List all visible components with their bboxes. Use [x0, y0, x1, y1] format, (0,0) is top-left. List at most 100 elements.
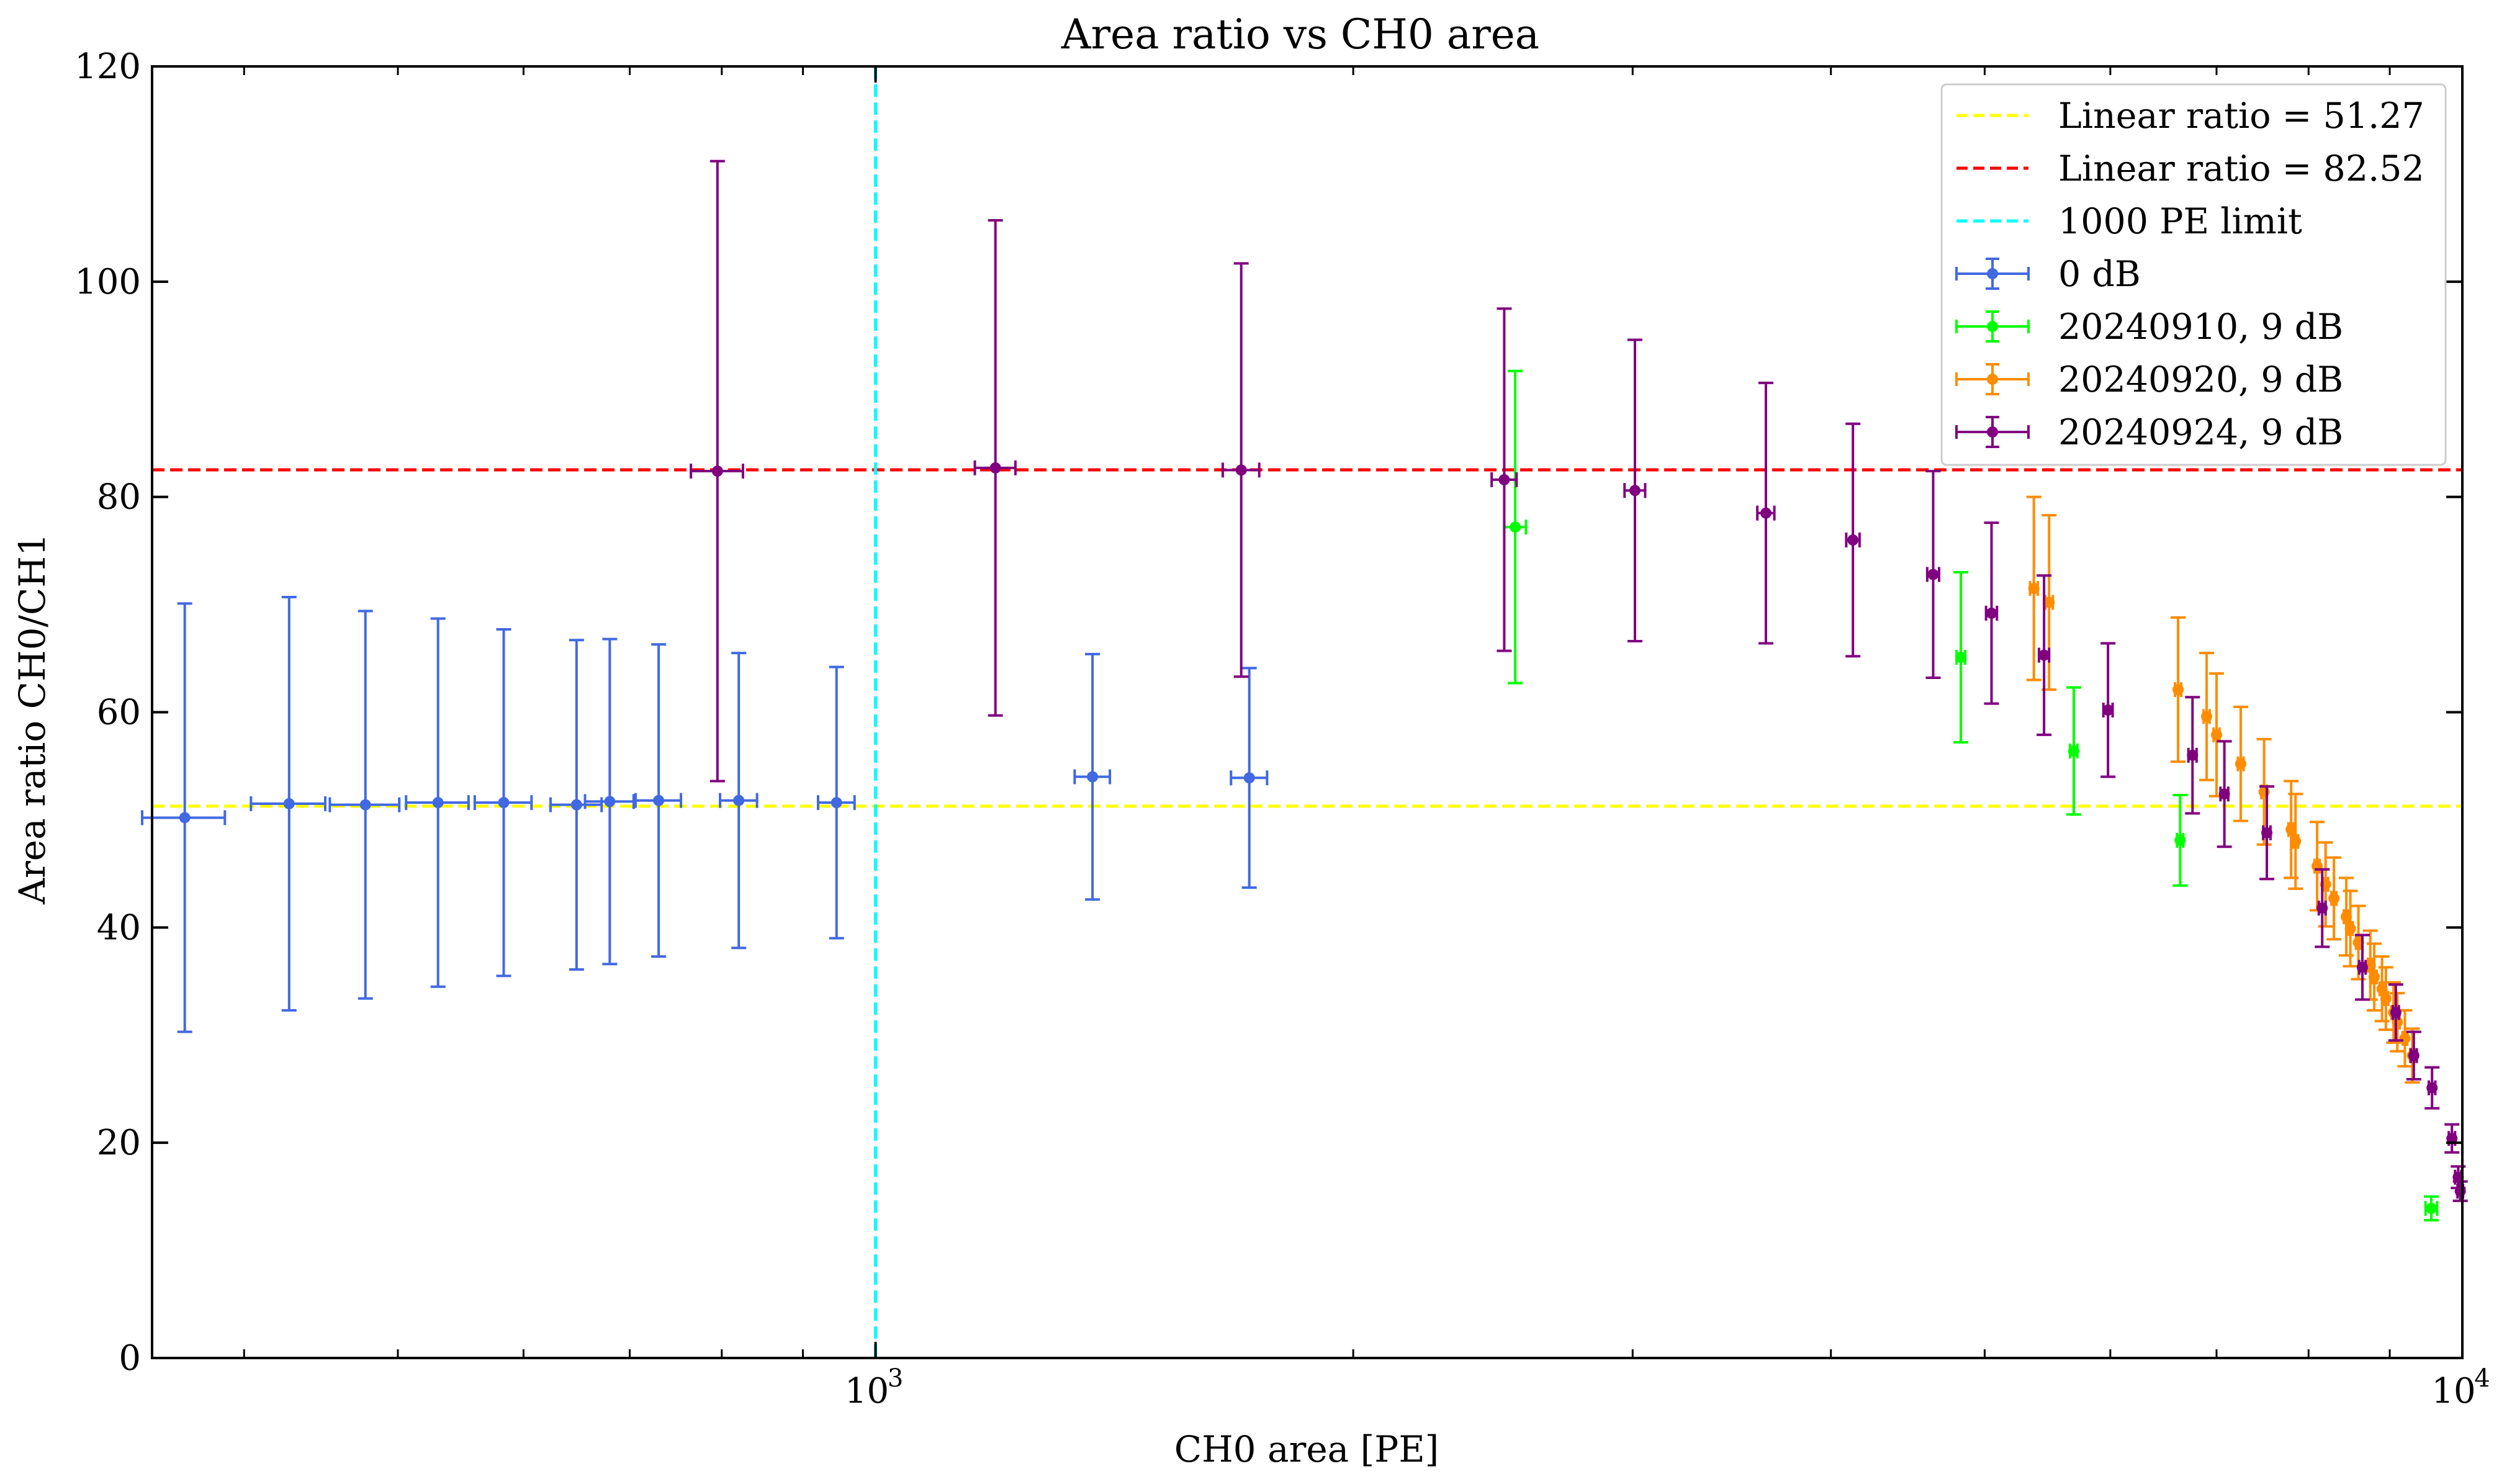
data-marker — [1955, 652, 1967, 663]
legend-label: 20240910, 9 dB — [2058, 307, 2343, 348]
x-tick-label: 10 — [845, 1371, 889, 1411]
data-marker — [2102, 704, 2114, 716]
y-tick-label: 20 — [97, 1123, 141, 1163]
chart-title: Area ratio vs CH0 area — [1061, 11, 1539, 58]
data-marker — [1235, 464, 1247, 476]
x-tick-label: 10 — [2431, 1371, 2475, 1411]
data-marker — [2369, 971, 2380, 983]
data-marker — [604, 796, 616, 807]
legend-label: 0 dB — [2058, 254, 2141, 295]
data-marker — [2390, 1007, 2402, 1019]
data-marker — [1629, 485, 1641, 497]
data-marker — [2187, 749, 2199, 761]
data-marker — [2174, 834, 2186, 846]
data-marker — [2426, 1082, 2438, 1094]
data-marker — [2380, 992, 2392, 1004]
legend-entry: 0 dB — [1955, 254, 2141, 295]
x-tick-label-exponent: 3 — [888, 1364, 903, 1393]
data-marker — [2218, 788, 2230, 800]
x-tick-label-exponent: 4 — [2474, 1364, 2490, 1393]
data-marker — [653, 794, 665, 806]
data-point — [2233, 705, 2248, 822]
data-marker — [989, 462, 1001, 474]
data-marker — [2452, 1171, 2464, 1183]
data-marker — [1510, 521, 1521, 533]
data-marker — [2211, 729, 2223, 740]
data-marker — [1243, 772, 1255, 784]
x-axis-label: CH0 area [PE] — [1174, 1428, 1439, 1470]
data-marker — [2172, 684, 2184, 696]
legend-marker — [1987, 426, 1998, 438]
y-tick-label: 120 — [74, 47, 141, 87]
legend-label: 20240924, 9 dB — [2058, 412, 2343, 453]
data-marker — [2068, 745, 2079, 757]
data-marker — [1087, 771, 1099, 783]
data-point — [1953, 571, 1969, 744]
data-marker — [2454, 1185, 2466, 1197]
data-point — [1490, 307, 1518, 652]
data-point — [141, 602, 227, 1033]
data-point — [2259, 785, 2275, 881]
data-point — [2343, 889, 2358, 968]
data-marker — [2316, 902, 2328, 914]
legend-marker — [1987, 321, 1998, 332]
data-marker — [2399, 1032, 2411, 1044]
data-point — [2367, 942, 2382, 1012]
data-marker — [179, 812, 191, 824]
legend-entry: 20240910, 9 dB — [1955, 307, 2343, 348]
data-point — [2354, 933, 2370, 1001]
legend-label: Linear ratio = 51.27 — [2058, 96, 2424, 137]
data-point — [1230, 667, 1269, 889]
data-marker — [711, 465, 723, 477]
data-point — [2199, 652, 2215, 781]
data-point — [250, 595, 327, 1012]
y-tick-label: 0 — [119, 1338, 141, 1378]
series-4 — [690, 160, 2468, 1202]
data-marker — [1927, 569, 1939, 580]
data-point — [2185, 696, 2200, 815]
data-marker — [1847, 534, 1859, 546]
data-point — [2026, 495, 2042, 681]
legend: Linear ratio = 51.27 Linear ratio = 82.52… — [1940, 83, 2447, 466]
data-point — [549, 639, 603, 971]
data-point — [1623, 338, 1647, 643]
data-point — [2284, 780, 2299, 879]
data-point — [719, 652, 759, 950]
data-point — [2406, 1030, 2421, 1081]
legend-marker — [1987, 268, 1998, 279]
legend-label: 1000 PE limit — [2058, 201, 2302, 242]
data-point — [2172, 794, 2188, 887]
data-point — [2315, 868, 2330, 948]
data-point — [2037, 574, 2052, 736]
data-point — [405, 617, 470, 988]
data-marker — [2201, 711, 2213, 722]
legend-box — [1940, 83, 2447, 466]
y-tick-label: 100 — [74, 262, 141, 302]
data-point — [2424, 1066, 2440, 1110]
legend-label: 20240920, 9 dB — [2058, 359, 2343, 400]
data-marker — [2290, 835, 2302, 847]
data-marker — [283, 798, 295, 809]
data-point — [816, 665, 856, 940]
data-point — [2326, 856, 2342, 941]
data-point — [973, 218, 1017, 717]
data-marker — [2341, 911, 2352, 922]
data-point — [2100, 642, 2116, 778]
data-point — [473, 627, 533, 978]
data-point — [634, 643, 683, 958]
data-marker — [1498, 474, 1510, 485]
data-marker — [2356, 961, 2368, 973]
data-marker — [432, 797, 444, 809]
data-marker — [2285, 824, 2297, 835]
data-marker — [2446, 1133, 2458, 1144]
legend-entry: Linear ratio = 82.52 — [1956, 148, 2424, 189]
data-point — [690, 160, 744, 783]
data-marker — [359, 799, 371, 811]
series-2 — [1503, 369, 2439, 1222]
data-marker — [2392, 1016, 2403, 1028]
data-point — [2171, 616, 2186, 763]
data-marker — [2235, 758, 2246, 770]
legend-label: Linear ratio = 82.52 — [2058, 148, 2424, 189]
